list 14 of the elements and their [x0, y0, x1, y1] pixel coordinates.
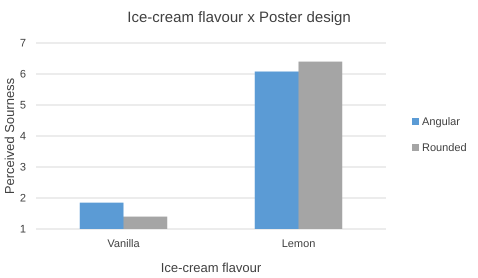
- y-tick-label: 1: [20, 224, 26, 236]
- y-axis-title: Perceived Sourness: [2, 77, 17, 194]
- x-tick-label: Vanilla: [107, 238, 140, 250]
- x-axis-title: Ice-cream flavour: [160, 260, 262, 275]
- legend-label: Angular: [422, 116, 460, 128]
- y-tick-label: 7: [20, 38, 26, 50]
- legend-label: Rounded: [422, 142, 467, 154]
- y-tick-label: 6: [20, 68, 26, 81]
- chart-title: Ice-cream flavour x Poster design: [127, 9, 351, 26]
- y-tick-label: 3: [20, 162, 26, 174]
- y-tick-label: 5: [20, 100, 26, 112]
- y-tick-label: 2: [20, 192, 26, 205]
- y-tick-label: 4: [20, 130, 26, 143]
- x-tick-label: Lemon: [282, 238, 316, 250]
